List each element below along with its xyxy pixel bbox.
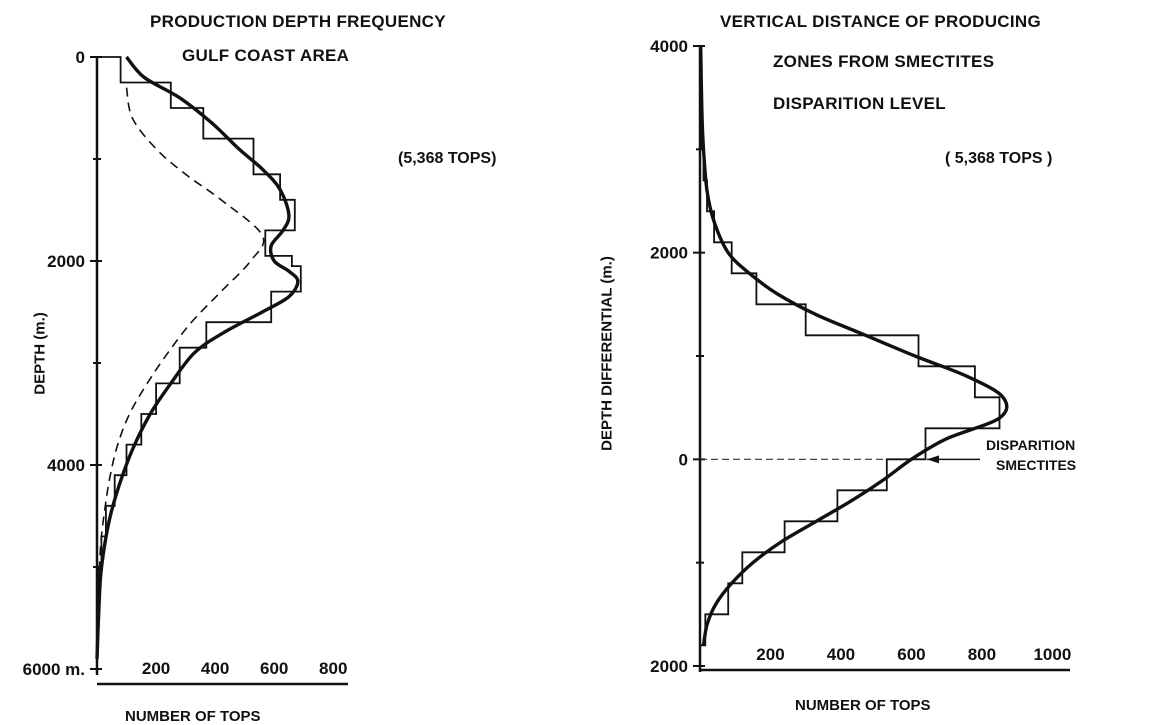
smoothed-frequency-curve xyxy=(95,55,300,659)
chart-title: PRODUCTION DEPTH FREQUENCY xyxy=(150,12,446,31)
histogram-steps xyxy=(699,46,1001,666)
y-tick-label: 6000 m. xyxy=(23,660,85,679)
chart-panel-depth-frequency: PRODUCTION DEPTH FREQUENCY GULF COAST AR… xyxy=(0,0,560,725)
reference-arrow-head xyxy=(927,455,939,464)
x-tick-label: 800 xyxy=(968,645,996,664)
chart-subtitle: GULF COAST AREA xyxy=(182,46,350,65)
tops-count-annotation: (5,368 TOPS) xyxy=(398,150,497,167)
y-tick-label: 4000 xyxy=(47,456,85,475)
x-tick-label: 400 xyxy=(827,645,855,664)
chart-subtitle-line2: DISPARITION LEVEL xyxy=(773,94,946,113)
y-tick-label: 2000 xyxy=(650,657,688,676)
smoothed-frequency-curve xyxy=(699,45,1009,646)
y-tick-label: 0 xyxy=(679,450,688,469)
x-tick-label: 200 xyxy=(756,645,784,664)
dashed-distribution-curve xyxy=(97,87,265,598)
x-tick-label: 400 xyxy=(201,659,229,678)
histogram-steps xyxy=(97,56,302,629)
x-tick-label: 800 xyxy=(319,659,347,678)
reference-label-line2: SMECTITES xyxy=(996,457,1077,473)
y-tick-label: 2000 xyxy=(650,244,688,263)
chart-panel-vertical-distance: VERTICAL DISTANCE OF PRODUCING ZONES FRO… xyxy=(575,0,1165,723)
y-tick-label: 2000 xyxy=(47,252,85,271)
x-tick-label: 200 xyxy=(142,659,170,678)
x-tick-label: 600 xyxy=(897,645,925,664)
reference-label-line1: DISPARITION xyxy=(986,437,1076,453)
y-tick-label: 4000 xyxy=(650,37,688,56)
x-axis-title: NUMBER OF TOPS xyxy=(795,697,931,714)
chart-plot-right: 2000 0 2000 4000 200 400 600 800 1000 xyxy=(650,37,1071,676)
chart-plot-left: 0 2000 4000 6000 m. 200 400 600 800 xyxy=(23,48,348,686)
chart-title: VERTICAL DISTANCE OF PRODUCING xyxy=(720,12,1041,31)
y-tick-label: 0 xyxy=(76,48,85,67)
chart-subtitle: ZONES FROM SMECTITES xyxy=(773,52,995,71)
x-tick-label: 600 xyxy=(260,659,288,678)
x-axis-title: NUMBER OF TOPS xyxy=(125,708,261,725)
x-tick-label: 1000 xyxy=(1033,645,1071,664)
tops-count-annotation: ( 5,368 TOPS ) xyxy=(945,150,1053,167)
